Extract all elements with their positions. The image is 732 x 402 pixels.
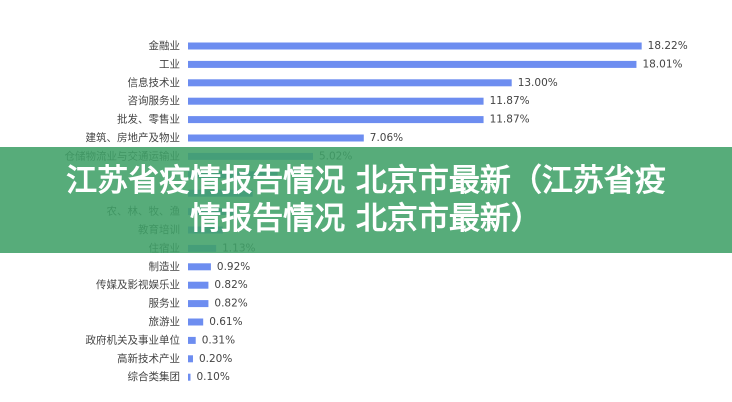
y-tick-label: 工业 xyxy=(159,58,180,70)
y-tick-label: 政府机关及事业单位 xyxy=(86,333,181,346)
value-label: 0.82% xyxy=(214,298,247,310)
bar xyxy=(188,300,209,308)
value-label: 0.82% xyxy=(214,279,247,291)
bar xyxy=(188,97,484,105)
bar xyxy=(188,281,209,289)
bar xyxy=(188,263,211,271)
value-label: 7.06% xyxy=(370,132,403,144)
y-tick-label: 服务业 xyxy=(149,297,181,310)
y-tick-label: 旅游业 xyxy=(149,315,181,328)
value-label: 18.22% xyxy=(648,40,688,52)
y-tick-label: 咨询服务业 xyxy=(128,94,181,107)
bar xyxy=(188,134,364,142)
bar xyxy=(188,318,204,326)
value-label: 11.87% xyxy=(490,114,530,126)
bar xyxy=(188,373,191,381)
y-tick-label: 批发、零售业 xyxy=(117,113,180,126)
y-tick-label: 建筑、房地产及物业 xyxy=(86,131,181,144)
value-label: 0.92% xyxy=(217,261,250,273)
value-label: 11.87% xyxy=(490,95,530,107)
y-tick-label: 信息技术业 xyxy=(128,76,181,89)
y-tick-label: 高新技术产业 xyxy=(117,352,180,365)
value-label: 0.61% xyxy=(209,316,242,328)
bar xyxy=(188,116,484,124)
bar xyxy=(188,60,637,68)
banner: 江苏省疫情报告情况 北京市最新（江苏省疫情报告情况 北京市最新） xyxy=(0,147,732,253)
value-label: 13.00% xyxy=(518,77,558,89)
bar xyxy=(188,355,193,363)
y-tick-label: 传媒及影视娱乐业 xyxy=(96,278,180,291)
bar xyxy=(188,42,642,50)
y-tick-label: 综合类集团 xyxy=(128,370,181,383)
value-label: 18.01% xyxy=(642,58,682,70)
y-tick-label: 制造业 xyxy=(149,260,181,273)
chart-title: 江苏省疫情报告情况 北京市最新（江苏省疫情报告情况 北京市最新） xyxy=(66,163,666,237)
bar xyxy=(188,336,196,344)
value-label: 0.20% xyxy=(199,353,232,365)
value-label: 0.10% xyxy=(196,371,229,383)
bar xyxy=(188,79,512,87)
y-tick-label: 金融业 xyxy=(149,39,181,52)
value-label: 0.31% xyxy=(202,334,235,346)
